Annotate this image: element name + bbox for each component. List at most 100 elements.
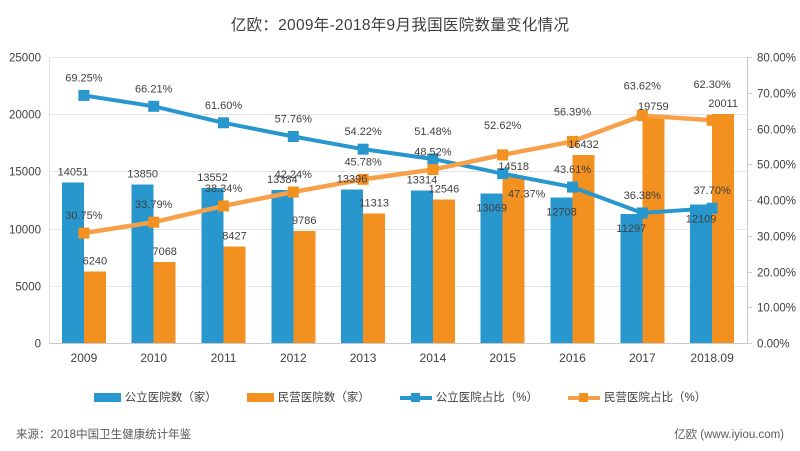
line-private-share <box>81 113 715 236</box>
percent-label: 30.75% <box>65 210 103 222</box>
bar-value-label: 14518 <box>498 161 529 173</box>
marker-private-share <box>567 135 578 147</box>
left-axis-tick-label: 20000 <box>9 110 41 122</box>
percent-label: 45.78% <box>344 156 382 168</box>
bar-value-label: 19759 <box>638 101 669 113</box>
right-axis-tick-label: 40.00% <box>757 196 796 208</box>
right-axis-tick-label: 20.00% <box>757 268 796 280</box>
marker-public-share <box>567 181 578 193</box>
bar-private-hospitals <box>432 199 455 343</box>
right-axis-tick-label: 80.00% <box>757 53 796 65</box>
percent-label: 57.76% <box>275 114 313 126</box>
chart-footer: 来源：2018中国卫生健康统计年鉴 亿欧 (www.iyiou.com) <box>0 426 800 442</box>
x-axis-category-label: 2009 <box>71 351 98 365</box>
x-axis-category-label: 2014 <box>420 351 447 365</box>
legend-label: 公立医院数（家） <box>124 392 217 404</box>
bar-value-label: 11297 <box>616 223 646 235</box>
legend-line-swatch <box>568 392 600 403</box>
x-axis-category-label: 2017 <box>629 351 656 365</box>
marker-private-share <box>497 149 509 161</box>
bar-value-label: 16432 <box>568 139 599 151</box>
chart-legend: 公立医院数（家） 民营医院数（家） 公立医院占比（%） 民营医院占比（%） <box>0 389 800 405</box>
marker-private-share <box>357 173 369 185</box>
marker-private-share <box>287 186 299 198</box>
percent-label: 42.24% <box>275 169 313 181</box>
percent-label: 33.79% <box>135 199 173 211</box>
legend-label: 民营医院数（家） <box>277 392 370 404</box>
bar-value-label: 20011 <box>708 98 738 110</box>
bar-value-label: 12708 <box>546 207 577 219</box>
line-public-share <box>81 93 715 215</box>
left-axis-tick-label: 15000 <box>9 167 41 179</box>
bar-public-hospitals <box>410 190 433 343</box>
bar-value-label: 13396 <box>337 174 368 186</box>
marker-public-share <box>287 131 299 143</box>
bar-public-hospitals <box>690 204 713 343</box>
bar-public-hospitals <box>550 197 573 343</box>
bar-value-label: 9786 <box>292 215 316 227</box>
bar-public-hospitals <box>620 213 643 343</box>
combo-chart-plot: 0 5000 10000 15000 20000 25000 0.00% 10.00% 20.0… <box>9 53 796 366</box>
percent-label: 61.60% <box>205 100 243 112</box>
source-note: 来源：2018中国卫生健康统计年鉴 <box>16 429 192 441</box>
bar-value-label: 11313 <box>359 198 389 210</box>
x-axis-category-label: 2018.09 <box>690 351 734 365</box>
legend-line-marker-icon <box>579 392 588 402</box>
legend-item-bar-0: 公立医院数（家） <box>93 389 217 405</box>
bar-private-hospitals <box>293 231 316 343</box>
x-axis-category-label: 2011 <box>211 351 237 365</box>
right-axis-tick-label: 30.00% <box>757 232 796 244</box>
bar-private-hospitals <box>153 262 176 343</box>
legend-line-marker-icon <box>410 392 420 402</box>
marker-public-share <box>636 207 648 219</box>
marker-public-share <box>706 202 718 214</box>
right-axis-tick-label: 70.00% <box>757 89 796 101</box>
right-axis-tick-label: 60.00% <box>757 125 796 137</box>
right-axis-tick-label: 10.00% <box>757 303 796 315</box>
chart-title: 亿欧：2009年-2018年9月我国医院数量变化情况 <box>230 17 570 34</box>
bar-value-label: 13314 <box>407 175 438 187</box>
bar-private-hospitals <box>363 213 386 343</box>
percent-label: 47.37% <box>508 189 546 201</box>
marker-private-share <box>636 110 648 122</box>
x-axis-category-label: 2016 <box>559 351 586 365</box>
marker-private-share <box>148 216 160 228</box>
bar-private-hospitals <box>83 271 106 343</box>
bar-public-hospitals <box>61 182 84 343</box>
marker-private-share <box>78 227 90 239</box>
left-axis-tick-label: 10000 <box>9 225 41 237</box>
percent-label: 54.22% <box>344 126 382 138</box>
bar-value-label: 13552 <box>197 172 228 184</box>
percent-label: 56.39% <box>554 106 592 118</box>
marker-public-share <box>148 100 160 112</box>
legend-bar-swatch <box>246 392 274 402</box>
bar-value-label: 14051 <box>58 166 89 178</box>
left-axis-tick-label: 0 <box>35 339 41 351</box>
right-axis-tick-label: 50.00% <box>757 160 796 172</box>
bar-value-label: 13384 <box>267 174 298 186</box>
bar-value-label: 7068 <box>152 246 176 258</box>
legend-bar-swatch <box>93 392 121 402</box>
legend-label: 民营医院占比（%） <box>604 392 707 404</box>
bar-public-hospitals <box>271 189 294 343</box>
percent-label: 43.61% <box>554 164 592 176</box>
bar-private-hospitals <box>223 246 246 343</box>
bar-value-label: 8427 <box>222 231 246 243</box>
percent-label: 66.21% <box>135 83 173 95</box>
percent-label: 38.34% <box>205 183 243 195</box>
percent-label: 48.52% <box>414 147 452 159</box>
legend-item-line-3: 民营医院占比（%） <box>568 389 706 405</box>
marker-private-share <box>218 200 229 212</box>
right-axis-tick-label: 0.00% <box>757 339 790 351</box>
percent-label: 69.25% <box>65 72 103 84</box>
x-axis-category-label: 2015 <box>489 351 516 365</box>
marker-public-share <box>78 89 90 101</box>
marker-private-share <box>427 164 439 176</box>
bar-public-hospitals <box>201 187 224 343</box>
bar-public-hospitals <box>480 193 503 343</box>
percent-label: 52.62% <box>484 120 522 132</box>
bar-value-label: 13069 <box>476 202 507 214</box>
bar-private-hospitals <box>642 116 665 344</box>
percent-label: 63.62% <box>624 81 662 93</box>
